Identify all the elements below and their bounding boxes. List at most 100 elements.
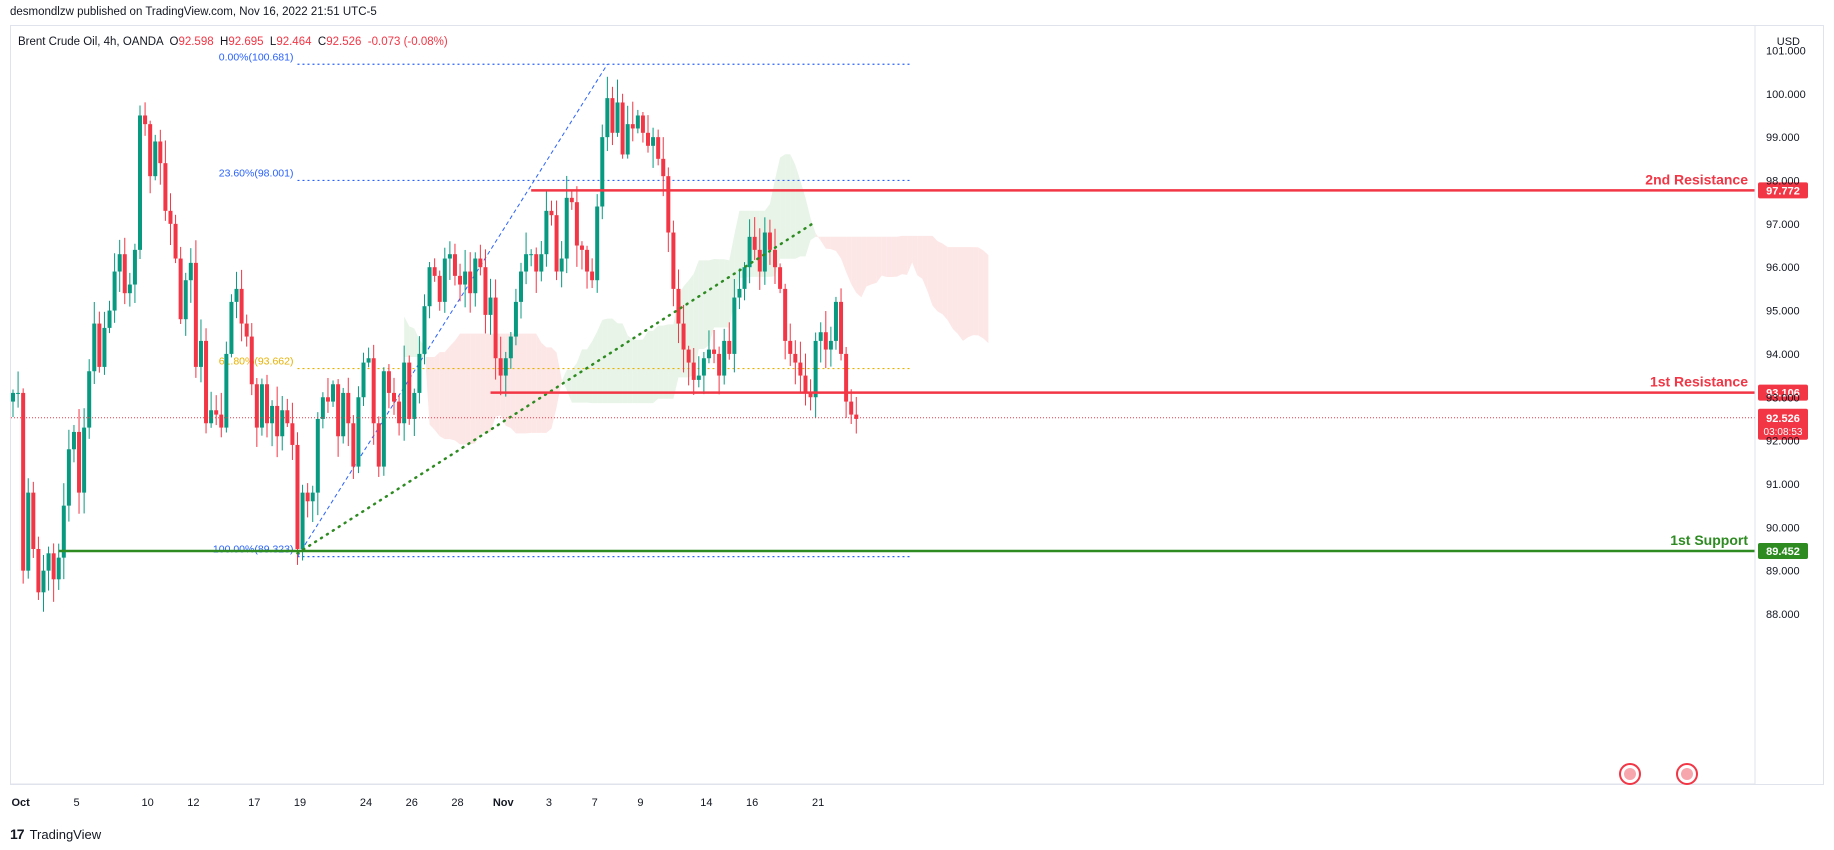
candle-body [381,371,386,467]
candle-body [559,258,564,272]
y-axis-tick-label: 90.000 [1766,522,1800,534]
ichimoku-cloud-segment [642,330,648,404]
candle-body [66,449,71,506]
fib-level-label: 23.60%(98.001) [219,167,294,179]
ichimoku-cloud-segment [881,236,887,278]
candle-body [163,163,168,211]
fib-level-label: 61.80%(93.662) [219,356,294,368]
candle-body [661,158,666,177]
candle-body [305,492,310,502]
candle-body [473,258,478,294]
candle-body [127,284,132,294]
candle-body [193,262,198,367]
candle-body [742,267,747,289]
ichimoku-cloud-segment [861,236,867,298]
ichimoku-cloud-segment [414,328,420,358]
ichimoku-cloud-segment [510,333,516,434]
ichimoku-cloud-segment [871,236,877,285]
candle-body [183,280,188,320]
ichimoku-cloud-segment [907,235,913,275]
ichimoku-cloud-segment [658,325,664,399]
ichimoku-cloud-segment [515,333,521,434]
ichimoku-cloud-segment [561,369,567,390]
symbol-name: Brent Crude Oil, 4h, OANDA [18,36,164,48]
candle-body [585,249,590,272]
ichimoku-cloud-segment [576,349,582,403]
ichimoku-cloud-segment [556,352,562,408]
open-value: 92.598 [178,36,214,48]
candle-body [483,267,488,315]
candle-body [610,98,615,133]
ichimoku-cloud-segment [937,241,943,315]
candle-body [442,258,447,302]
x-axis-tick-label: 10 [141,797,153,809]
ichimoku-cloud-segment [830,236,836,251]
candle-body [315,418,320,493]
candle-body [783,288,788,341]
candle-body [153,141,158,177]
candle-body [493,297,498,359]
candle-body [82,427,87,493]
candle-body [854,414,859,419]
candle-body [463,271,468,285]
candle-body [11,392,15,402]
y-axis-tick-label: 91.000 [1766,479,1800,491]
footer[interactable]: 17 TradingView [10,826,101,842]
candle-body [432,267,437,276]
candle-body [717,353,722,376]
candle-body [722,340,727,376]
symbol-legend[interactable]: Brent Crude Oil, 4h, OANDA O92.598 H92.6… [18,36,448,48]
ichimoku-cloud-segment [424,345,430,425]
candle-body [407,362,412,419]
candle-body [447,254,452,259]
y-axis-tick-label: 89.000 [1766,566,1800,578]
candle-body [71,431,76,450]
candle-body [331,384,336,402]
ichimoku-cloud-segment [485,333,491,434]
x-axis-tick-label: Nov [493,797,515,809]
candle-body [214,410,219,415]
candle-body [727,340,732,354]
ichimoku-cloud-segment [896,235,902,277]
candle-body [280,410,285,437]
brand-name: TradingView [29,826,102,842]
candle-body [275,405,280,437]
ichimoku-cloud-segment [927,235,933,306]
ichimoku-cloud-segment [856,236,862,298]
ichimoku-cloud-segment [536,333,542,433]
y-axis-tick-label: 101.000 [1766,45,1806,57]
candle-body [681,323,686,350]
ichimoku-cloud-segment [815,233,821,241]
ichimoku-cloud-segment [942,243,948,321]
candle-body [615,102,620,133]
candle-body [285,410,290,424]
ichimoku-cloud-segment [957,247,963,341]
ichimoku-cloud-segment [470,333,476,445]
candle-body [148,124,153,177]
x-axis-tick-label: 16 [746,797,758,809]
candle-body [513,301,518,337]
candle-body [778,267,783,289]
candle-body [412,392,417,419]
y-axis-tick-label: 94.000 [1766,349,1800,361]
fib-trend-line [297,64,608,557]
ichimoku-cloud-segment [724,259,730,328]
candle-body [158,141,163,164]
candle-body [773,249,777,268]
candle-body [320,397,325,419]
ichimoku-cloud-segment [973,247,979,336]
ichimoku-cloud-segment [795,164,801,259]
candle-body [676,288,681,324]
candle-body [666,176,671,233]
candle-body [132,249,137,285]
candle-body [437,275,442,302]
fib-level-label: 0.00%(100.681) [219,51,294,63]
ichimoku-cloud-segment [460,333,466,445]
candle-body [21,392,26,571]
candle-body [767,232,772,250]
ichimoku-cloud-segment [541,342,547,433]
x-axis-tick-label: 17 [248,797,260,809]
candle-body [244,323,249,337]
x-axis-tick-label: 5 [73,797,79,809]
